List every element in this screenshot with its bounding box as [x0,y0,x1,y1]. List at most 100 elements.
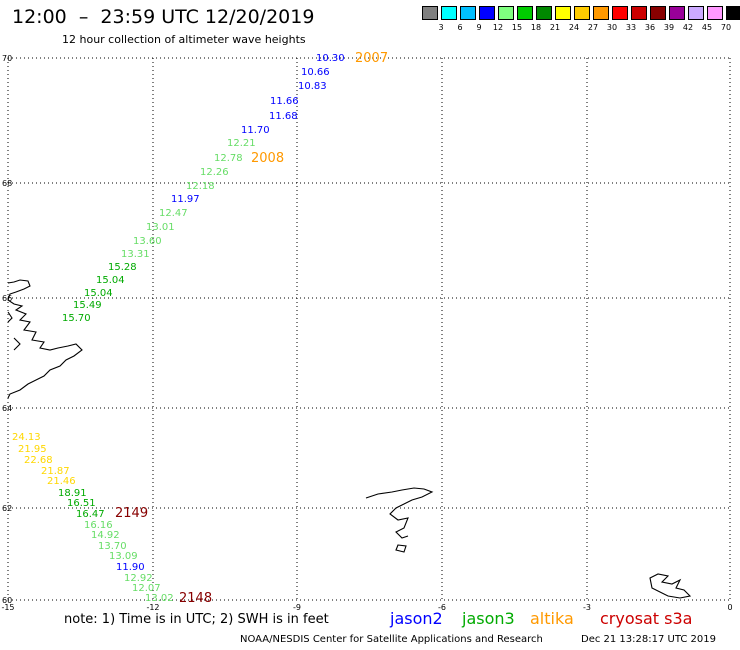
wave-height-label: 11.66 [270,96,299,107]
legend-label: 9 [476,23,482,32]
wave-height-label: 13.01 [146,222,175,233]
wave-height-label: 10.83 [298,81,327,92]
legend-label: 18 [530,23,542,32]
lon-tick-label: -12 [146,603,159,612]
wave-height-label: 12.21 [227,138,256,149]
legend-label: 3 [438,23,444,32]
legend-swatch [688,6,704,20]
lon-tick-label: -6 [438,603,446,612]
legend-label: 70 [720,23,732,32]
legend-cryosat-s3a: cryosat s3a [600,609,693,628]
legend-label: 12 [492,23,504,32]
lat-tick-label: 62 [2,504,12,513]
legend-swatch [593,6,609,20]
legend-swatch [536,6,552,20]
faroe-islands-main [365,487,434,539]
legend-label: 27 [587,23,599,32]
wave-height-label: 13.09 [109,551,138,562]
legend-altika: altika [530,609,574,628]
iceland-fjord-line [7,311,13,323]
legend-label: 42 [682,23,694,32]
legend-jason2: jason2 [390,609,443,628]
wave-height-label: 21.95 [18,444,47,455]
wave-height-label: 12.18 [186,181,215,192]
legend-label: 21 [549,23,561,32]
lon-tick-label: -9 [293,603,301,612]
lat-tick-label: 68 [2,179,12,188]
legend-swatch [707,6,723,20]
wave-height-label: 11.68 [269,111,298,122]
chart-title: 12:00 – 23:59 UTC 12/20/2019 [12,6,315,28]
lon-tick-label: -3 [583,603,591,612]
wave-height-label: 21.87 [41,466,70,477]
iceland-coastline [7,279,83,399]
wave-height-label: 13.70 [98,541,127,552]
wave-height-label: 13.31 [121,249,150,260]
wave-height-label: 22.68 [24,455,53,466]
footer-note: note: 1) Time is in UTC; 2) SWH is in fe… [64,612,329,627]
legend-swatch [498,6,514,20]
lon-tick-label: -15 [1,603,14,612]
legend-label: 45 [701,23,713,32]
legend-swatch [479,6,495,20]
lon-tick-label: 0 [727,603,732,612]
pass-time-label: 2007 [355,51,388,66]
legend-swatch [612,6,628,20]
wave-height-label: 16.16 [84,520,113,531]
coastline [7,279,692,599]
wave-height-label: 12.92 [124,573,153,584]
legend-label: 6 [457,23,463,32]
legend-swatch [574,6,590,20]
wave-height-label: 12.78 [214,153,243,164]
pass-time-label: 2008 [251,151,284,166]
legend-label: 30 [606,23,618,32]
wave-height-label: 18.91 [58,488,87,499]
lat-tick-label: 60 [2,596,12,605]
lat-tick-label: 64 [2,404,12,413]
wave-height-label: 14.92 [91,530,120,541]
wave-height-label: 11.97 [171,194,200,205]
legend-swatch [726,6,740,20]
legend-label: 36 [644,23,656,32]
generated-timestamp: Dec 21 13:28:17 UTC 2019 [581,634,716,645]
wave-height-label: 21.46 [47,476,76,487]
legend-swatch [669,6,685,20]
legend-swatch [460,6,476,20]
wave-height-label: 15.04 [84,288,113,299]
faroe-islands-south [395,544,407,553]
legend-label: 15 [511,23,523,32]
wave-height-label: 15.70 [62,313,91,324]
pass-time-label: 2148 [179,591,212,606]
chart-subtitle: 12 hour collection of altimeter wave hei… [62,33,306,46]
legend-label: 24 [568,23,580,32]
iceland-fjord-line-2 [13,337,21,351]
legend-label: 33 [625,23,637,32]
wave-height-label: 15.28 [108,262,137,273]
lat-tick-label: 70 [2,54,12,63]
legend-swatch [555,6,571,20]
wave-height-label: 24.13 [12,432,41,443]
legend-swatch [422,6,438,20]
wave-height-label: 16.51 [67,498,96,509]
legend-swatch [650,6,666,20]
wave-height-label: 16.47 [76,509,105,520]
legend-swatch [517,6,533,20]
wave-height-label: 15.04 [96,275,125,286]
legend-swatch [631,6,647,20]
shetland-islands [649,573,692,599]
wave-height-label: 12.26 [200,167,229,178]
legend-label: 39 [663,23,675,32]
wave-height-label: 11.90 [116,562,145,573]
wave-height-label: 13.60 [133,236,162,247]
wave-height-label: 15.49 [73,300,102,311]
pass-time-label: 2149 [115,506,148,521]
wave-height-label: 10.30 [316,53,345,64]
wave-height-label: 11.70 [241,125,270,136]
wave-height-label: 12.07 [132,583,161,594]
graticule [7,57,731,601]
wave-height-label: 10.66 [301,67,330,78]
credit-line: NOAA/NESDIS Center for Satellite Applica… [240,634,543,645]
legend-jason3: jason3 [462,609,515,628]
wave-height-label: 12.47 [159,208,188,219]
